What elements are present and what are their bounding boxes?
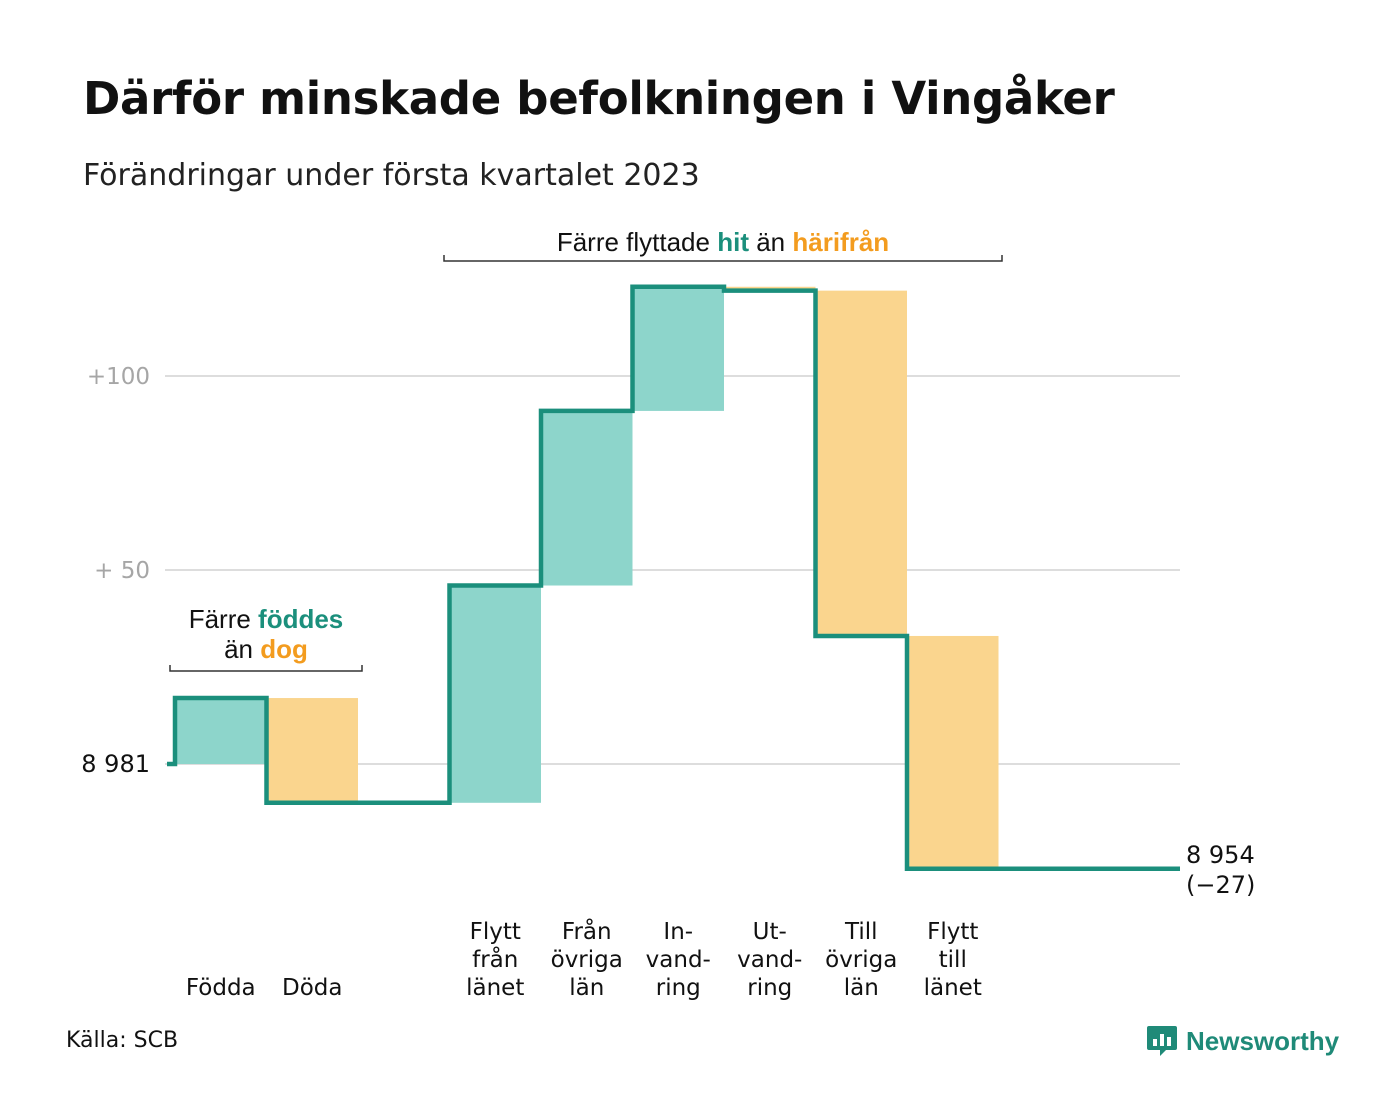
waterfall-bar bbox=[541, 410, 633, 586]
waterfall-bar bbox=[266, 698, 358, 803]
annotation-segment: dog bbox=[260, 634, 308, 664]
category-label: Flytt bbox=[927, 919, 978, 945]
category-label: Döda bbox=[282, 975, 342, 1001]
chart-subtitle: Förändringar under första kvartalet 2023 bbox=[83, 158, 700, 193]
annotation-text: än dog bbox=[224, 634, 308, 664]
category-label: ring bbox=[747, 975, 792, 1001]
end-value-label: 8 954 bbox=[1186, 841, 1255, 869]
category-label: Flytt bbox=[470, 919, 521, 945]
chart-title: Därför minskade befolkningen i Vingåker bbox=[83, 72, 1115, 125]
category-label: vand- bbox=[646, 947, 711, 973]
waterfall-step-line bbox=[167, 284, 1180, 872]
newsworthy-logo: Newsworthy bbox=[1146, 1024, 1339, 1058]
category-label: In- bbox=[663, 919, 693, 945]
newsworthy-logo-icon bbox=[1147, 1026, 1177, 1056]
category-label: övriga bbox=[551, 947, 623, 973]
category-label: län bbox=[569, 975, 604, 1001]
waterfall-bar bbox=[449, 585, 541, 803]
annotation-segment: härifrån bbox=[792, 227, 889, 257]
category-label: från bbox=[472, 945, 518, 973]
annotation-segment: än bbox=[224, 634, 260, 664]
y-tick-label: +100 bbox=[87, 364, 150, 390]
category-label: Födda bbox=[186, 975, 256, 1001]
category-label: län bbox=[844, 975, 879, 1001]
annotation-segment: föddes bbox=[258, 604, 343, 634]
annotation-segment: Färre flyttade bbox=[557, 227, 717, 257]
waterfall-bar bbox=[815, 290, 907, 636]
logo-text: Newsworthy bbox=[1186, 1025, 1340, 1056]
annotation-bracket bbox=[443, 255, 1003, 262]
waterfall-bar bbox=[175, 698, 267, 764]
annotation-text: Färre flyttade hit än härifrån bbox=[557, 227, 889, 257]
category-label: Från bbox=[562, 917, 612, 945]
annotation-segment: än bbox=[749, 227, 792, 257]
annotation-bracket bbox=[169, 665, 363, 672]
y-tick-label: + 50 bbox=[94, 558, 150, 584]
source-note: Källa: SCB bbox=[66, 1028, 179, 1053]
category-label: ring bbox=[656, 975, 701, 1001]
category-label: till bbox=[939, 947, 967, 973]
category-label: övriga bbox=[825, 947, 897, 973]
annotation-segment: hit bbox=[717, 227, 749, 257]
category-label: Ut- bbox=[753, 919, 787, 945]
annotation-text: Färre föddes bbox=[189, 604, 344, 634]
y-tick-label: 8 981 bbox=[81, 750, 150, 778]
category-label: länet bbox=[466, 975, 524, 1001]
annotation-segment: Färre bbox=[189, 604, 258, 634]
waterfall-bar bbox=[907, 635, 999, 869]
category-label: vand- bbox=[737, 947, 802, 973]
category-label: länet bbox=[924, 975, 982, 1001]
waterfall-bar bbox=[632, 286, 724, 411]
end-value-label: (−27) bbox=[1186, 871, 1255, 899]
category-label: Till bbox=[844, 919, 878, 945]
